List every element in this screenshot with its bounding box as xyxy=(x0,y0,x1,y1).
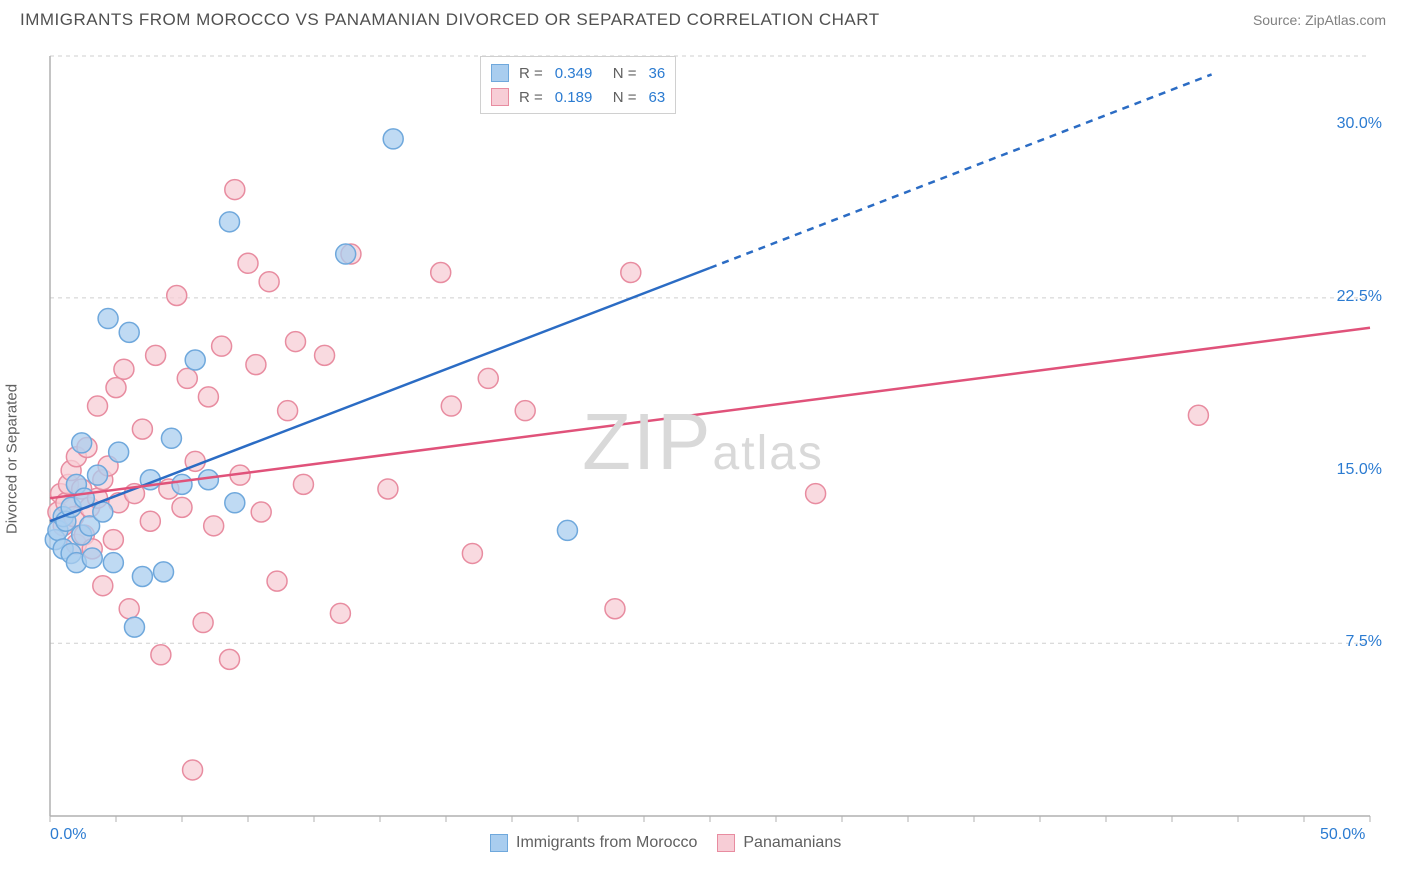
legend-row-morocco: R =0.349N =36 xyxy=(491,61,665,85)
y-tick-label: 7.5% xyxy=(1346,633,1382,651)
y-tick-label: 15.0% xyxy=(1337,461,1382,479)
correlation-legend: R =0.349N =36R =0.189N =63 xyxy=(480,56,676,114)
swatch-icon xyxy=(490,834,508,852)
y-tick-label: 22.5% xyxy=(1337,288,1382,306)
chart-area: Divorced or Separated ZIPatlas R =0.349N… xyxy=(20,44,1386,874)
chart-header: IMMIGRANTS FROM MOROCCO VS PANAMANIAN DI… xyxy=(0,0,1406,36)
legend-row-panamanians: R =0.189N =63 xyxy=(491,85,665,109)
x-tick-label: 0.0% xyxy=(50,826,86,844)
x-tick-label: 50.0% xyxy=(1320,826,1365,844)
y-tick-label: 30.0% xyxy=(1337,115,1382,133)
series-legend: Immigrants from Morocco Panamanians xyxy=(490,834,841,852)
swatch-icon xyxy=(491,64,509,82)
scatter-plot-svg xyxy=(20,44,1386,832)
series-legend-panamanians: Panamanians xyxy=(717,834,841,852)
y-axis-label: Divorced or Separated xyxy=(4,384,21,534)
swatch-icon xyxy=(491,88,509,106)
chart-source: Source: ZipAtlas.com xyxy=(1253,12,1386,28)
chart-title: IMMIGRANTS FROM MOROCCO VS PANAMANIAN DI… xyxy=(20,10,880,30)
swatch-icon xyxy=(717,834,735,852)
series-legend-morocco: Immigrants from Morocco xyxy=(490,834,697,852)
